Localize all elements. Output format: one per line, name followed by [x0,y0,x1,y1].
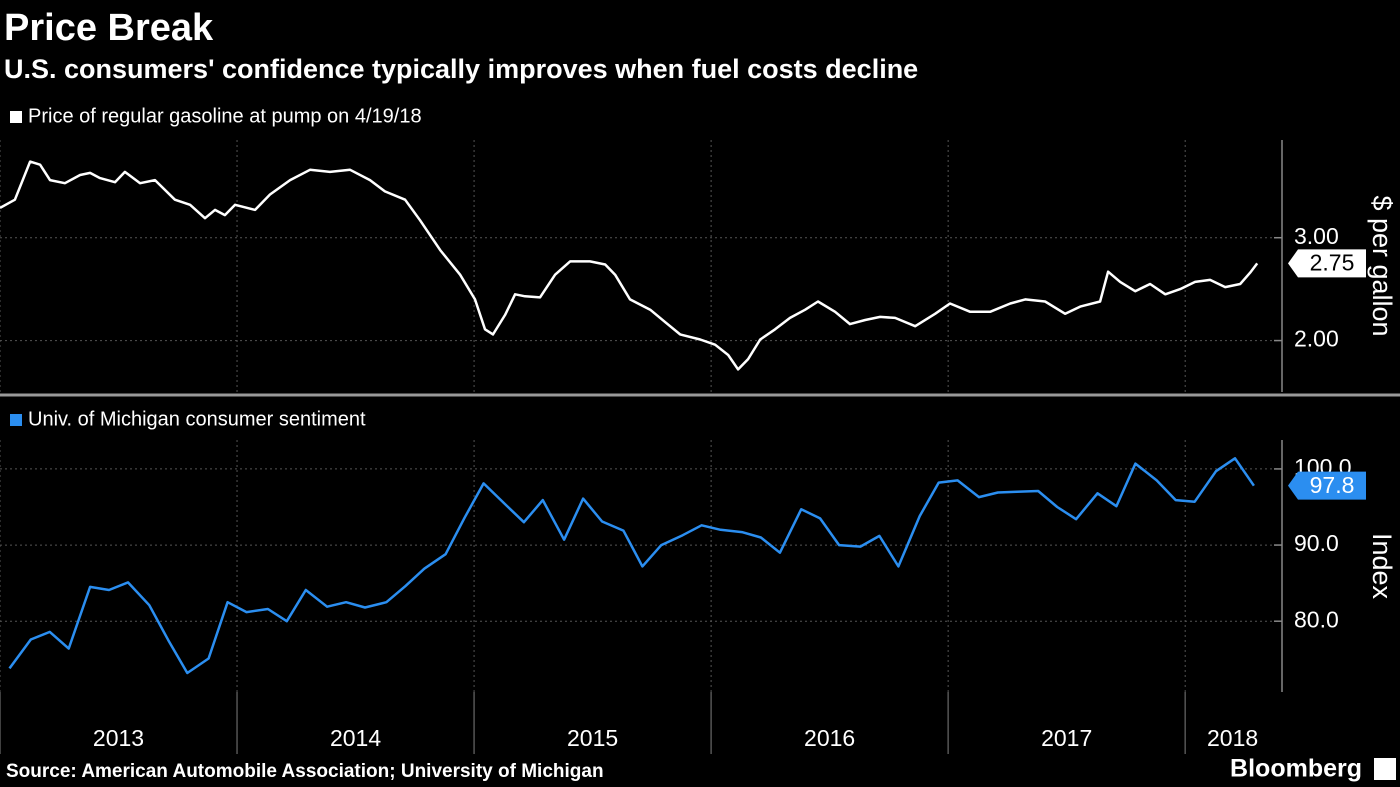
legend-swatch [10,111,22,123]
source: Source: American Automobile Association;… [6,761,604,782]
last-value-label: 2.75 [1310,250,1355,276]
legend-label: Price of regular gasoline at pump on 4/1… [28,105,422,127]
legend-label: Univ. of Michigan consumer sentiment [28,408,366,430]
x-tick-label: 2015 [567,725,618,751]
series-line [8,457,1255,675]
y-tick-label: 90.0 [1294,530,1339,556]
chart-subtitle: U.S. consumers' confidence typically imp… [4,54,918,84]
y-axis-label: Index [1367,533,1397,600]
brand-icon [1374,758,1396,780]
legend-swatch [10,414,22,426]
x-tick-label: 2016 [804,725,855,751]
y-tick-label: 80.0 [1294,606,1339,632]
series-line [0,160,1259,371]
last-value-label: 97.8 [1310,472,1355,498]
x-tick-label: 2014 [330,725,381,751]
last-value-box [1288,249,1366,278]
brand: Bloomberg [1230,755,1362,783]
y-axis-label: $ per gallon [1367,195,1397,336]
y-tick-label: 2.00 [1294,326,1339,352]
x-tick-label: 2017 [1041,725,1092,751]
chart-title: Price Break [4,7,214,49]
last-value-box [1288,471,1366,500]
y-tick-label: 3.00 [1294,223,1339,249]
x-tick-label: 2018 [1207,725,1258,751]
x-tick-label: 2013 [93,725,144,751]
